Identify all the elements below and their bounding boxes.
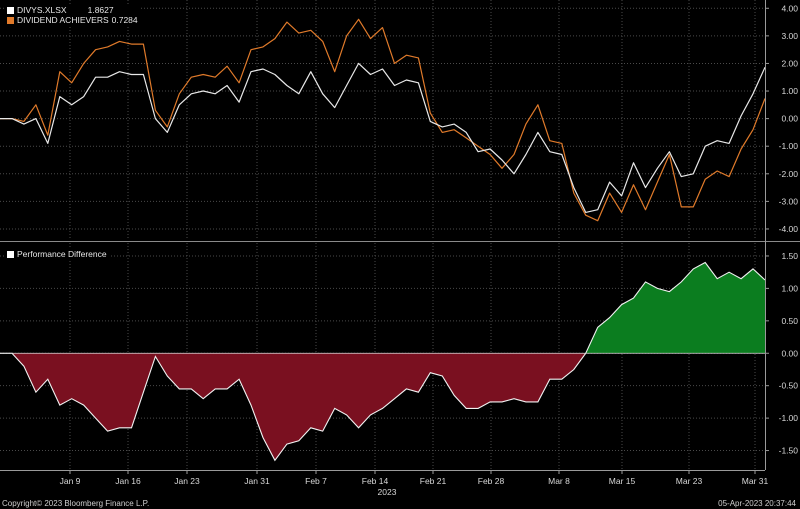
- y-tick-label: 0.00: [781, 114, 798, 124]
- copyright-text: Copyright© 2023 Bloomberg Finance L.P.: [2, 499, 150, 508]
- legend-entry-achievers: DIVIDEND ACHIEVERS 0.7284: [7, 15, 138, 25]
- legend-swatch-performance: [7, 250, 14, 258]
- x-tick-label: Jan 16: [115, 476, 141, 486]
- area-negative: [0, 353, 765, 461]
- x-tick-label: Mar 23: [676, 476, 703, 486]
- series-line-performance-difference: [0, 261, 766, 462]
- legend-label-divys: DIVYS.XLSX: [17, 5, 67, 15]
- legend-swatch-achievers: [7, 16, 14, 24]
- y-tick-label: -1.00: [779, 141, 799, 151]
- y-tick-label: 1.50: [781, 251, 798, 261]
- grid-lines: [0, 0, 765, 470]
- x-tick-label: Feb 28: [478, 476, 505, 486]
- legend-value-divys: 1.8627: [87, 5, 114, 15]
- x-tick-label: Mar 8: [548, 476, 570, 486]
- y-tick-label: -2.00: [779, 169, 799, 179]
- legend-swatch-divys: [7, 6, 14, 14]
- x-tick-label: Mar 15: [609, 476, 636, 486]
- y-tick-label: -3.00: [779, 196, 799, 206]
- legend-entry-performance: Performance Difference: [7, 249, 107, 259]
- y-tick-label: 0.00: [781, 348, 798, 358]
- y-tick-label: 2.00: [781, 58, 798, 68]
- legend-label-performance: Performance Difference: [17, 249, 107, 259]
- series-line-divys: [0, 62, 766, 213]
- legend-entry-divys: DIVYS.XLSX 1.8627: [7, 5, 138, 15]
- y-tick-label: -0.50: [779, 381, 799, 391]
- timestamp-text: 05-Apr-2023 20:37:44: [718, 499, 796, 508]
- axes: Jan 9 Jan 16 Jan 23 Jan 31 Feb 7 Feb 14 Feb 21…: [0, 0, 800, 497]
- plot-area: [0, 18, 766, 462]
- x-tick-label: Jan 23: [174, 476, 200, 486]
- top-legend: DIVYS.XLSX 1.8627 DIVIDEND ACHIEVERS 0.7…: [4, 4, 141, 26]
- series-line-dividend-achievers: [0, 18, 766, 222]
- x-tick-label: Feb 14: [362, 476, 389, 486]
- bottom-legend: Performance Difference: [4, 248, 110, 260]
- area-positive: [0, 262, 765, 354]
- y-tick-label: 1.00: [781, 283, 798, 293]
- y-tick-label: -1.50: [779, 446, 799, 456]
- x-tick-label: Jan 31: [244, 476, 270, 486]
- x-year-label: 2023: [378, 487, 397, 497]
- y-tick-label: 1.00: [781, 86, 798, 96]
- y-tick-label: -1.00: [779, 413, 799, 423]
- x-tick-label: Feb 7: [305, 476, 327, 486]
- x-tick-label: Feb 21: [420, 476, 447, 486]
- y-tick-label: 4.00: [781, 3, 798, 13]
- x-tick-label: Jan 9: [60, 476, 81, 486]
- y-tick-label: 3.00: [781, 31, 798, 41]
- y-tick-label: -4.00: [779, 224, 799, 234]
- y-tick-label: 0.50: [781, 316, 798, 326]
- legend-label-achievers: DIVIDEND ACHIEVERS: [17, 15, 109, 25]
- legend-value-achievers: 0.7284: [111, 15, 138, 25]
- x-tick-label: Mar 31: [742, 476, 769, 486]
